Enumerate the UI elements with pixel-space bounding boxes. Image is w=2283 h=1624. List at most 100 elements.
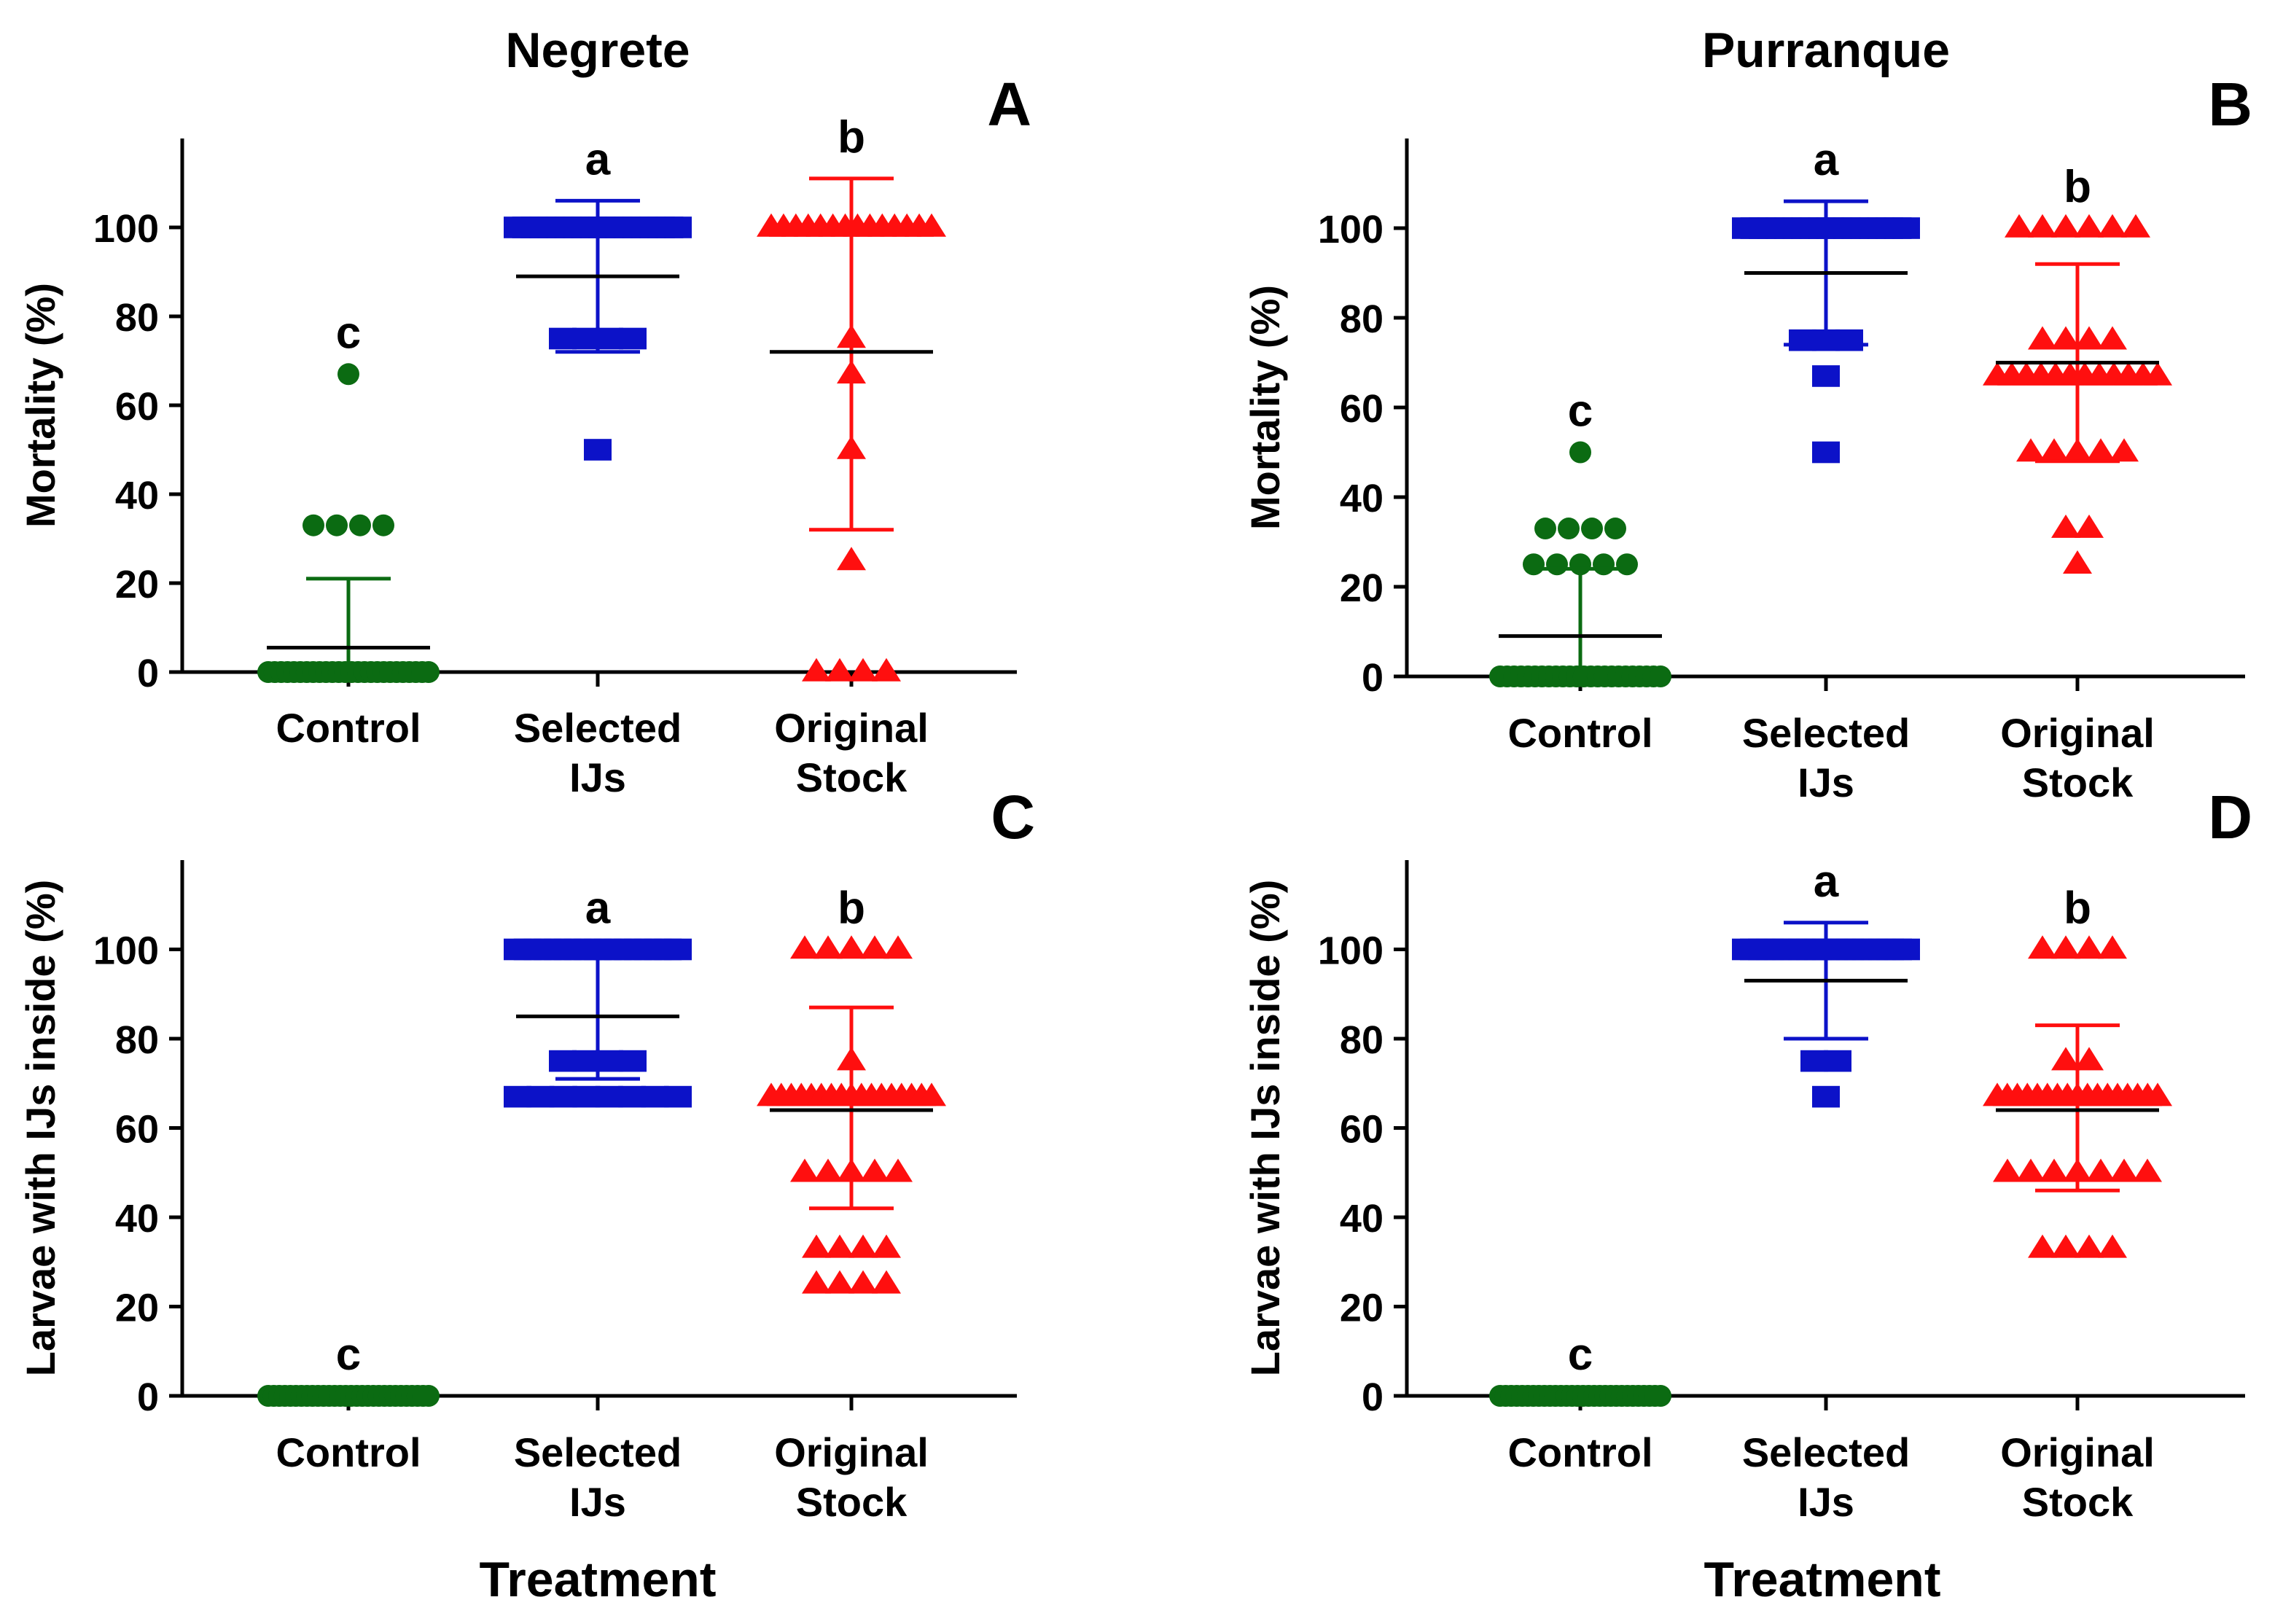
data-point xyxy=(1993,1158,2022,1182)
x-tick-label: Control xyxy=(276,705,421,751)
data-point xyxy=(872,1234,901,1258)
data-point xyxy=(572,1050,600,1072)
data-point xyxy=(664,1085,692,1108)
panel-label: A xyxy=(987,70,1031,138)
data-point xyxy=(2143,1082,2172,1106)
data-point xyxy=(813,1158,843,1182)
series-original-stock: b xyxy=(757,112,946,682)
series-selected-ijs: a xyxy=(1732,856,1920,1108)
data-point xyxy=(1812,365,1840,387)
x-tick-label: Control xyxy=(276,1429,421,1475)
significance-letter: c xyxy=(1568,1330,1593,1380)
data-point xyxy=(1892,938,1920,961)
data-point xyxy=(2086,438,2115,462)
x-tick-label: Stock xyxy=(2022,1479,2134,1525)
data-point xyxy=(2016,1158,2045,1182)
data-point xyxy=(619,1050,647,1072)
x-tick-label: IJs xyxy=(1798,760,1854,805)
y-tick-label: 20 xyxy=(115,1287,159,1330)
data-point xyxy=(664,216,692,238)
data-point xyxy=(1824,1050,1851,1072)
panel-label: D xyxy=(2208,783,2252,851)
y-tick-label: 60 xyxy=(1340,1108,1384,1152)
x-tick-label: Control xyxy=(1507,1429,1652,1475)
data-point xyxy=(1569,441,1591,464)
data-point xyxy=(619,327,647,350)
y-tick-label: 80 xyxy=(1340,297,1384,341)
data-point xyxy=(2016,438,2045,462)
significance-letter: a xyxy=(1814,856,1839,907)
panel-d: 0 20 40 60 80 100 Larvae with IJs inside (%) D C… xyxy=(1242,783,2252,1525)
data-point xyxy=(802,1234,831,1258)
data-point xyxy=(917,1082,946,1106)
x-tick-label: Original xyxy=(774,705,929,751)
data-point xyxy=(860,1158,889,1182)
data-point xyxy=(1604,518,1626,540)
y-tick-label: 0 xyxy=(1362,656,1384,700)
panel-c: 0 20 40 60 80 100 Larvae with IJs inside (%) C C… xyxy=(17,783,1035,1525)
data-point xyxy=(2051,935,2080,959)
data-point xyxy=(2051,1234,2080,1258)
data-point xyxy=(825,1270,854,1294)
series-control: c xyxy=(257,1330,440,1407)
data-point xyxy=(2110,1158,2139,1182)
significance-letter: a xyxy=(1814,135,1839,185)
x-axis-title-left: Treatment xyxy=(480,1552,717,1607)
data-point xyxy=(2075,214,2104,238)
x-tick-label: Original xyxy=(774,1429,929,1475)
y-axis-title: Larvae with IJs inside (%) xyxy=(17,880,63,1377)
data-point xyxy=(549,1050,577,1072)
data-point xyxy=(1789,329,1816,351)
y-tick-label: 40 xyxy=(1340,477,1384,520)
significance-letter: a xyxy=(585,134,611,184)
series-selected-ijs: a xyxy=(504,134,692,461)
data-point xyxy=(2075,326,2104,350)
data-point xyxy=(2063,550,2092,574)
y-tick-label: 40 xyxy=(115,1197,159,1241)
data-point xyxy=(1812,441,1840,464)
y-tick-label: 100 xyxy=(93,929,159,973)
column-title-negrete: Negrete xyxy=(505,23,690,78)
panel-b: 0 20 40 60 80 100 Mortality (%) B Control Selecte… xyxy=(1242,70,2252,805)
data-point xyxy=(1523,553,1545,576)
significance-letter: a xyxy=(585,883,611,934)
data-point xyxy=(883,1158,913,1182)
x-tick-label: Selected xyxy=(1742,710,1910,756)
y-tick-label: 40 xyxy=(1340,1197,1384,1241)
x-tick-label: Selected xyxy=(514,1429,682,1475)
data-point xyxy=(2005,214,2034,238)
y-tick-label: 0 xyxy=(137,652,159,695)
data-point xyxy=(2110,438,2139,462)
data-point xyxy=(2028,214,2057,238)
data-point xyxy=(418,661,440,683)
data-point xyxy=(2075,514,2104,538)
data-point xyxy=(2121,214,2150,238)
data-point xyxy=(872,657,901,682)
significance-letter: c xyxy=(1568,386,1593,437)
y-axis-title: Mortality (%) xyxy=(1242,285,1288,530)
data-point xyxy=(596,327,623,350)
significance-letter: b xyxy=(838,112,865,163)
y-tick-label: 20 xyxy=(1340,566,1384,610)
y-axis-title: Larvae with IJs inside (%) xyxy=(1242,880,1288,1377)
data-point xyxy=(790,1158,819,1182)
x-tick-label: Original xyxy=(2000,710,2155,756)
data-point xyxy=(372,514,394,536)
data-point xyxy=(1581,518,1603,540)
data-point xyxy=(2040,1158,2069,1182)
data-point xyxy=(349,514,371,536)
panels: 0 20 40 60 80 100 Mortality (%) A Control Selecte… xyxy=(17,70,2252,1525)
data-point xyxy=(1558,518,1580,540)
significance-letter: b xyxy=(2064,883,2091,934)
y-tick-label: 80 xyxy=(115,1018,159,1062)
y-tick-label: 80 xyxy=(115,296,159,340)
data-point xyxy=(584,439,612,461)
data-point xyxy=(418,1385,440,1407)
significance-letter: c xyxy=(336,1330,361,1380)
data-point xyxy=(2028,935,2057,959)
data-point xyxy=(1800,1050,1828,1072)
data-point xyxy=(883,935,913,959)
data-point xyxy=(2133,1158,2162,1182)
x-tick-label: Selected xyxy=(1742,1429,1910,1475)
data-point xyxy=(2086,1158,2115,1182)
